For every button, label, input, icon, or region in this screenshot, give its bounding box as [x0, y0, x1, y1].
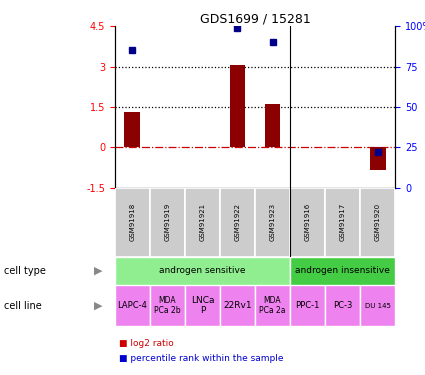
Text: androgen sensitive: androgen sensitive — [159, 266, 246, 275]
Text: ■ percentile rank within the sample: ■ percentile rank within the sample — [119, 354, 283, 363]
Text: MDA
PCa 2b: MDA PCa 2b — [154, 296, 181, 315]
Text: GSM91918: GSM91918 — [129, 203, 135, 242]
Text: MDA
PCa 2a: MDA PCa 2a — [259, 296, 286, 315]
Bar — [115, 188, 150, 257]
Text: ▶: ▶ — [94, 301, 102, 310]
Bar — [220, 188, 255, 257]
Text: GSM91920: GSM91920 — [375, 203, 381, 241]
Text: ▶: ▶ — [94, 266, 102, 276]
Bar — [290, 188, 325, 257]
Bar — [115, 285, 150, 326]
Title: GDS1699 / 15281: GDS1699 / 15281 — [200, 12, 310, 25]
Bar — [290, 257, 395, 285]
Text: GSM91922: GSM91922 — [235, 203, 241, 241]
Bar — [230, 65, 245, 147]
Bar — [150, 188, 185, 257]
Text: GSM91916: GSM91916 — [305, 203, 311, 242]
Text: PPC-1: PPC-1 — [295, 301, 320, 310]
Text: GSM91917: GSM91917 — [340, 203, 346, 242]
Bar — [265, 104, 280, 147]
Bar — [325, 285, 360, 326]
Bar — [150, 285, 185, 326]
Text: ■ log2 ratio: ■ log2 ratio — [119, 339, 174, 348]
Bar — [185, 285, 220, 326]
Text: GSM91919: GSM91919 — [164, 203, 170, 242]
Text: LNCa
P: LNCa P — [191, 296, 214, 315]
Bar — [325, 188, 360, 257]
Text: GSM91921: GSM91921 — [199, 203, 205, 241]
Bar — [370, 147, 385, 170]
Text: DU 145: DU 145 — [365, 303, 391, 309]
Bar — [360, 188, 395, 257]
Text: GSM91923: GSM91923 — [269, 203, 275, 241]
Text: LAPC-4: LAPC-4 — [117, 301, 147, 310]
Bar — [360, 285, 395, 326]
Text: cell type: cell type — [4, 266, 46, 276]
Bar — [185, 188, 220, 257]
Text: PC-3: PC-3 — [333, 301, 352, 310]
Text: 22Rv1: 22Rv1 — [223, 301, 252, 310]
Bar — [290, 285, 325, 326]
Bar — [255, 188, 290, 257]
Bar — [115, 257, 290, 285]
Text: cell line: cell line — [4, 301, 42, 310]
Text: androgen insensitive: androgen insensitive — [295, 266, 390, 275]
Bar — [220, 285, 255, 326]
Bar — [125, 112, 140, 147]
Bar — [255, 285, 290, 326]
